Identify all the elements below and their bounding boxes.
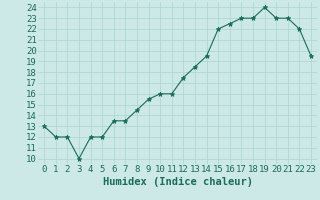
X-axis label: Humidex (Indice chaleur): Humidex (Indice chaleur) [103,177,252,187]
